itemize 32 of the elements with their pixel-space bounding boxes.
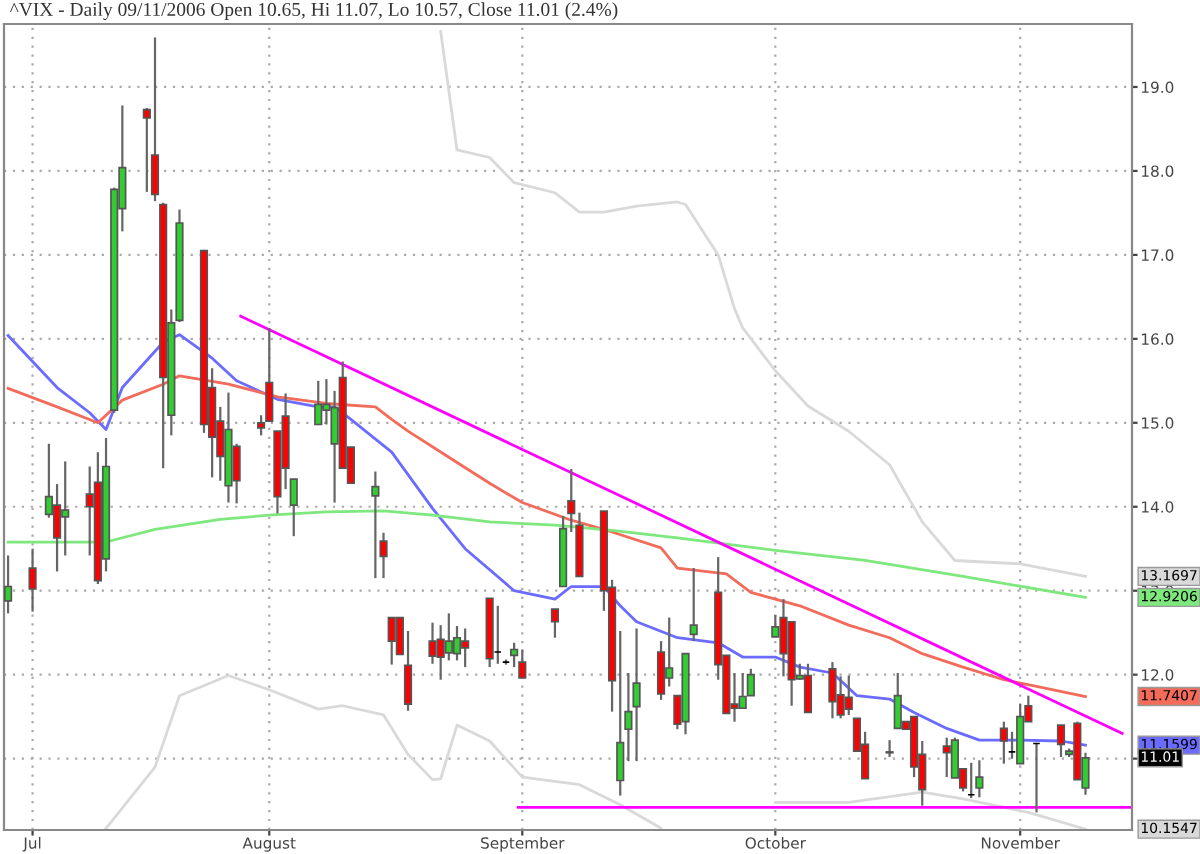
candlestick	[461, 627, 470, 669]
candlestick	[61, 460, 70, 557]
candlestick	[550, 608, 560, 639]
candlestick	[371, 470, 380, 580]
candlestick	[942, 736, 951, 779]
line-series	[6, 333, 1087, 747]
candlestick	[999, 720, 1008, 765]
candlestick	[975, 759, 984, 799]
candlestick	[689, 566, 698, 643]
candlestick	[632, 627, 641, 763]
candlestick	[518, 648, 527, 680]
candlestick	[444, 612, 453, 662]
chart-title: ^VIX - Daily 09/11/2006 Open 10.65, Hi 11.07, Lo 10.57, Close 11.01 (2.4%)	[9, 2, 618, 20]
candlestick	[665, 616, 674, 688]
candlestick	[828, 660, 837, 720]
candlestick	[1056, 723, 1066, 759]
candlestick	[885, 739, 894, 759]
candlestick	[387, 616, 396, 666]
candlestick	[844, 674, 853, 717]
candlestick	[779, 598, 788, 678]
candlestick	[4, 554, 13, 615]
candlestick	[428, 621, 437, 665]
line-series	[439, 30, 1087, 578]
line-series	[6, 374, 1087, 698]
candlestick	[395, 616, 404, 656]
line-series	[6, 509, 1087, 599]
candlestick	[1016, 702, 1025, 765]
candlestick	[150, 36, 160, 203]
candlestick	[314, 379, 323, 426]
candlestick	[28, 547, 37, 613]
candlestick	[803, 662, 813, 714]
candlestick	[893, 671, 902, 730]
